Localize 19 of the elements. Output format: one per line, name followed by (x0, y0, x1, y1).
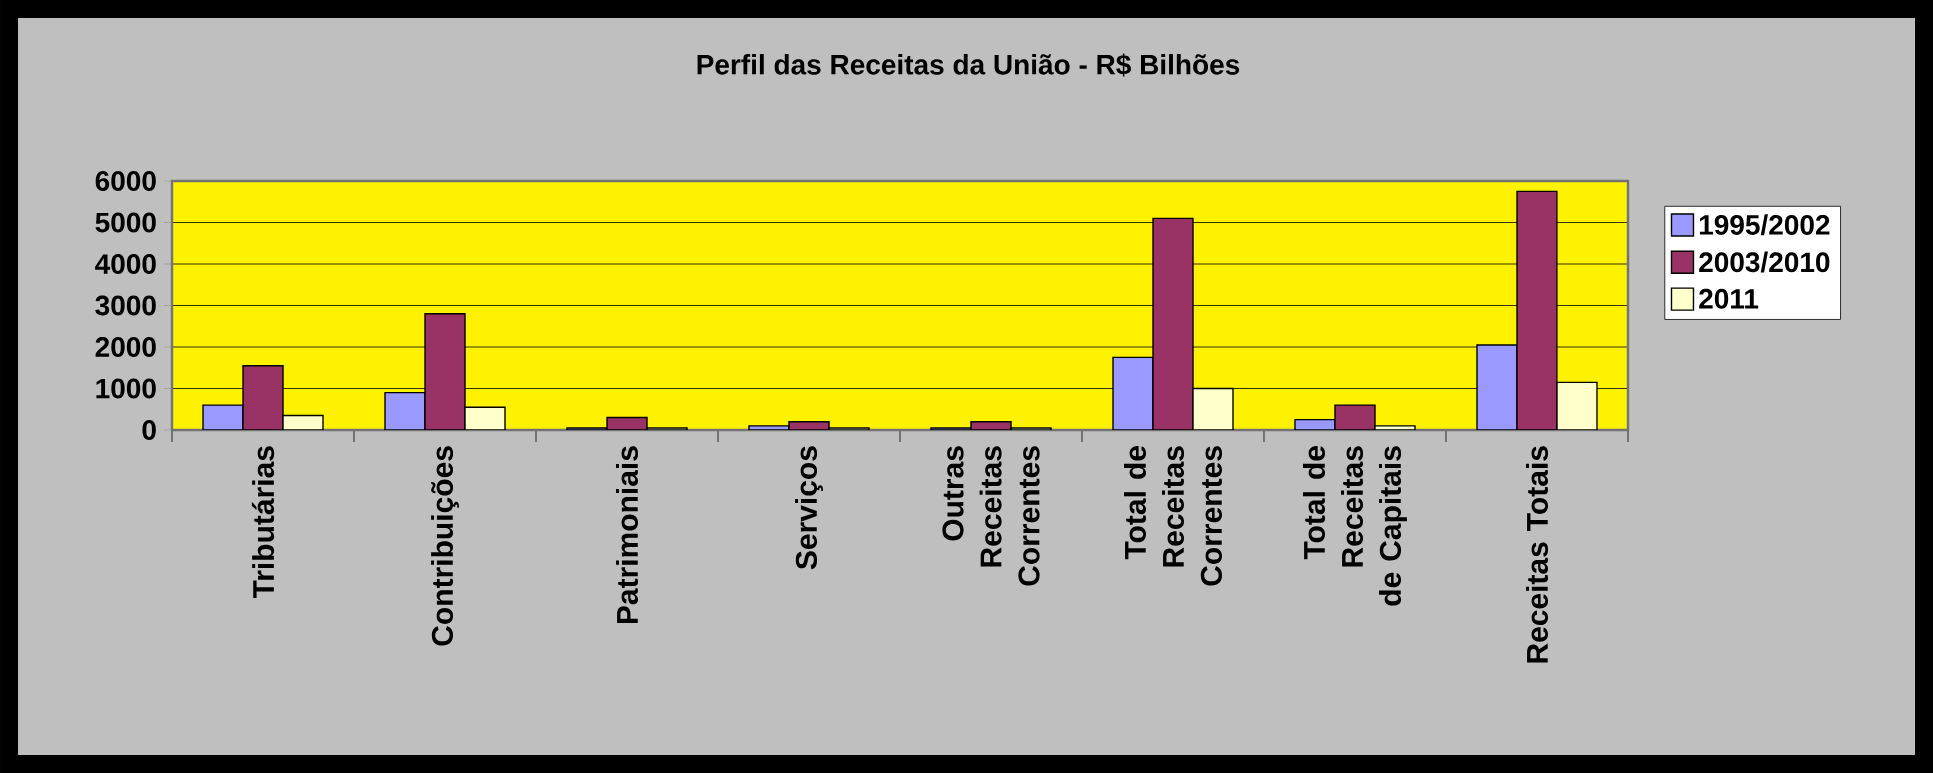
x-tick-label: Tributárias (251, 446, 275, 599)
x-tick-label: Total de Receitas de Capitais (1303, 446, 1407, 606)
x-tick-label: Serviços (795, 446, 823, 570)
y-tick-label: 4000 (95, 254, 156, 274)
x-tick-label: Patrimoniais (615, 446, 639, 624)
x-tick-label: Receitas Totais (1525, 446, 1548, 663)
y-tick-label: 0 (142, 420, 156, 440)
chart-title: Perfil das Receitas da União - R$ Bilhões (697, 53, 1240, 77)
legend-label: 1995/2002 (1699, 214, 1830, 236)
x-tick-label: Total de Receitas Correntes (1123, 446, 1222, 586)
y-tick-label: 1000 (96, 378, 156, 399)
y-tick-label: 3000 (95, 295, 156, 316)
legend-label: 2011 (1699, 288, 1759, 309)
y-tick-label: 5000 (95, 212, 156, 233)
legend-label: 2003/2010 (1699, 251, 1830, 273)
y-tick-label: 2000 (95, 337, 156, 357)
y-tick-label: 6000 (95, 171, 156, 191)
x-tick-label: Contribuições (431, 446, 459, 646)
x-tick-label: Outras Receitas Correntes (942, 446, 1040, 586)
